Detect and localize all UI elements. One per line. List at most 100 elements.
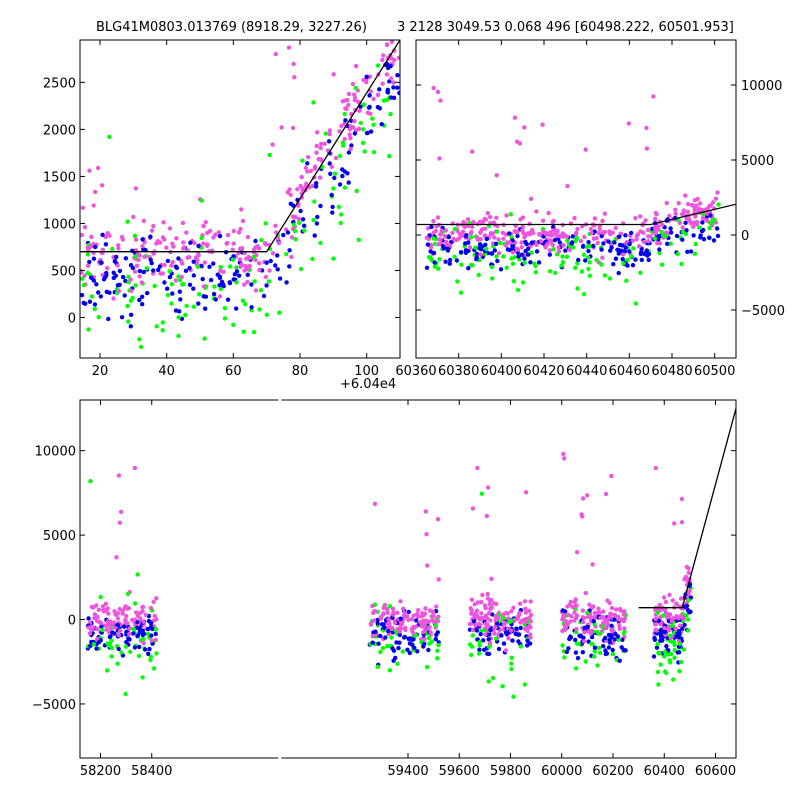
data-point: [203, 306, 208, 311]
data-point: [660, 233, 666, 238]
data-point: [82, 225, 88, 230]
data-point: [422, 641, 427, 646]
data-point: [507, 240, 513, 245]
data-point: [148, 257, 153, 262]
data-point: [385, 97, 390, 103]
data-point: [705, 206, 710, 211]
data-point: [126, 606, 131, 611]
data-point: [700, 215, 706, 221]
data-point: [104, 289, 110, 294]
data-point: [543, 231, 549, 237]
data-point: [509, 256, 514, 261]
data-point: [80, 205, 86, 210]
data-point: [423, 606, 428, 611]
data-point: [684, 564, 690, 570]
data-point: [704, 211, 710, 216]
data-point: [141, 641, 146, 646]
data-point: [208, 277, 214, 283]
data-point: [96, 640, 102, 645]
data-point: [468, 262, 474, 268]
data-point: [112, 259, 118, 264]
data-point: [576, 257, 581, 263]
data-point: [586, 266, 591, 272]
data-point: [573, 597, 578, 602]
data-point: [326, 139, 332, 144]
data-point: [523, 239, 528, 245]
data-point: [620, 637, 625, 642]
data-point: [375, 92, 381, 98]
data-point: [487, 597, 492, 603]
data-point: [457, 231, 463, 237]
data-point: [318, 145, 323, 151]
data-point: [318, 203, 323, 209]
data-point: [601, 644, 606, 649]
data-point: [519, 252, 525, 257]
data-point: [421, 629, 426, 635]
data-point: [120, 237, 126, 242]
data-point: [503, 620, 508, 626]
data-point: [338, 220, 343, 226]
data-point: [476, 272, 481, 278]
data-point: [94, 282, 99, 287]
data-point: [491, 601, 497, 606]
data-point: [506, 636, 511, 641]
data-point: [534, 209, 539, 214]
data-point: [330, 204, 335, 210]
data-point: [436, 614, 441, 619]
data-point: [132, 617, 137, 623]
data-point: [116, 246, 121, 251]
data-point: [142, 647, 148, 652]
data-point: [603, 648, 608, 653]
data-point: [157, 264, 163, 269]
data-point: [257, 267, 262, 273]
data-point: [546, 210, 551, 216]
data-point: [297, 220, 302, 225]
data-point: [318, 240, 323, 246]
data-point: [436, 266, 441, 271]
data-point: [108, 619, 113, 624]
data-point: [331, 72, 336, 77]
data-point: [107, 634, 113, 640]
data-point: [480, 616, 486, 621]
data-point: [472, 615, 478, 620]
data-point: [395, 661, 400, 666]
data-point: [348, 146, 353, 152]
data-point: [176, 333, 181, 339]
data-point: [514, 246, 519, 251]
data-point: [527, 623, 532, 629]
data-point: [125, 303, 130, 309]
data-point: [195, 264, 200, 269]
data-point: [141, 218, 146, 224]
data-point: [148, 624, 154, 630]
data-point: [574, 630, 579, 635]
data-point: [532, 261, 537, 266]
data-point: [683, 193, 688, 198]
data-point: [478, 237, 483, 242]
data-point: [146, 651, 151, 656]
data-point: [484, 246, 489, 252]
data-point: [395, 73, 400, 78]
data-point: [199, 198, 205, 203]
data-point: [181, 240, 186, 245]
data-point: [145, 290, 150, 296]
data-point: [242, 282, 247, 287]
data-point: [95, 618, 100, 624]
data-point: [397, 640, 402, 645]
data-point: [597, 650, 603, 655]
data-point: [522, 235, 527, 240]
data-point: [481, 638, 486, 643]
data-point: [470, 627, 475, 633]
data-point: [579, 512, 584, 517]
data-point: [597, 610, 602, 615]
data-point: [87, 245, 92, 251]
data-point: [665, 615, 670, 620]
data-point: [259, 238, 264, 243]
data-point: [343, 118, 348, 123]
data-point: [507, 619, 512, 625]
data-point: [522, 260, 527, 265]
data-point: [701, 227, 706, 233]
data-point: [599, 247, 604, 252]
data-point: [129, 288, 134, 293]
data-point: [590, 562, 595, 567]
data-point: [86, 263, 91, 268]
